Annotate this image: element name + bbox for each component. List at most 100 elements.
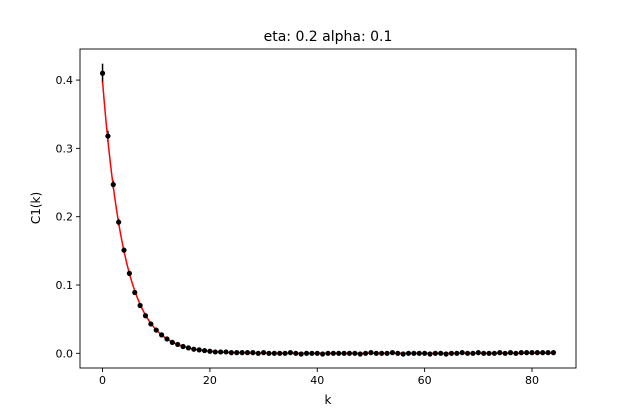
data-point	[373, 350, 379, 356]
data-point	[266, 350, 272, 356]
data-point	[282, 350, 288, 356]
data-point	[320, 351, 326, 357]
data-point	[110, 181, 116, 188]
axes: 0 20 40 60 80 0.0 0.1 0.2 0.3 0.4	[56, 48, 577, 387]
data-point	[545, 350, 551, 356]
data-point	[201, 347, 208, 354]
data-point	[481, 350, 487, 356]
data-point	[314, 350, 320, 356]
data-point	[191, 346, 197, 352]
data-point	[368, 350, 374, 356]
data-point	[486, 350, 492, 356]
data-point	[99, 70, 106, 76]
data-point	[438, 350, 444, 356]
data-point	[454, 350, 460, 356]
data-point	[325, 350, 331, 356]
data-point	[158, 332, 165, 338]
data-point	[298, 351, 304, 357]
data-point	[164, 336, 170, 342]
data-point	[470, 350, 476, 356]
data-point	[346, 350, 353, 356]
data-point	[255, 350, 261, 356]
data-point	[448, 350, 455, 356]
x-tick-label: 40	[310, 374, 324, 387]
data-point	[550, 350, 557, 356]
data-point	[427, 351, 433, 357]
data-point	[362, 350, 369, 356]
data-point	[395, 350, 401, 356]
y-axis-label: C1(k)	[29, 192, 43, 224]
data-point	[207, 348, 213, 354]
data-point	[540, 350, 546, 356]
data-point	[411, 350, 417, 356]
data-point	[379, 350, 385, 356]
data-point	[228, 350, 234, 356]
data-point	[518, 350, 524, 356]
x-axis-label: k	[325, 393, 332, 407]
data-point	[250, 350, 256, 356]
data-point	[148, 321, 154, 327]
plot-inner	[99, 63, 557, 357]
data-point	[529, 350, 535, 356]
data-point	[218, 349, 224, 355]
plot-area	[99, 63, 557, 357]
x-tick-label: 20	[203, 374, 217, 387]
data-point	[502, 350, 508, 356]
data-point	[287, 350, 294, 356]
data-point	[534, 350, 540, 356]
data-point	[271, 350, 277, 356]
data-point	[422, 350, 428, 356]
data-point	[239, 350, 245, 356]
data-point	[121, 247, 127, 253]
data-point	[400, 351, 406, 357]
data-point	[389, 350, 396, 356]
data-point	[293, 350, 299, 356]
data-point	[524, 350, 530, 356]
axes-frame	[79, 48, 577, 369]
data-point	[260, 350, 267, 356]
data-point	[309, 350, 315, 356]
x-tick-label: 80	[525, 374, 539, 387]
data-point	[497, 350, 503, 356]
data-point	[330, 350, 336, 356]
x-tick-label: 60	[418, 374, 432, 387]
data-point	[223, 349, 229, 355]
x-tick-label: 0	[99, 374, 106, 387]
y-tick-label: 0.0	[56, 347, 74, 360]
data-point	[277, 350, 283, 356]
data-point	[513, 350, 519, 356]
data-point	[105, 133, 111, 139]
data-point	[352, 350, 358, 356]
data-point	[126, 270, 132, 276]
data-point	[169, 339, 175, 345]
data-point	[507, 350, 514, 356]
data-point	[137, 302, 143, 309]
data-point	[142, 313, 149, 319]
data-point	[132, 289, 138, 296]
data-point	[303, 350, 310, 356]
data-point	[116, 219, 122, 225]
data-point	[475, 350, 481, 356]
y-tick-label: 0.3	[56, 142, 74, 155]
data-point	[336, 350, 342, 356]
data-point	[341, 350, 347, 356]
data-point	[234, 350, 240, 356]
data-point	[357, 351, 363, 357]
data-point	[405, 350, 412, 356]
data-point	[464, 350, 471, 356]
data-point	[416, 350, 422, 356]
data-point	[175, 341, 181, 348]
data-point	[491, 350, 498, 356]
data-point	[244, 350, 251, 356]
y-tick-label: 0.4	[56, 74, 74, 87]
data-point	[432, 350, 438, 356]
data-point	[196, 347, 202, 353]
y-tick-label: 0.1	[56, 279, 74, 292]
data-point	[384, 350, 390, 356]
data-point	[153, 327, 159, 333]
data-point	[443, 351, 449, 357]
data-point	[459, 350, 465, 356]
